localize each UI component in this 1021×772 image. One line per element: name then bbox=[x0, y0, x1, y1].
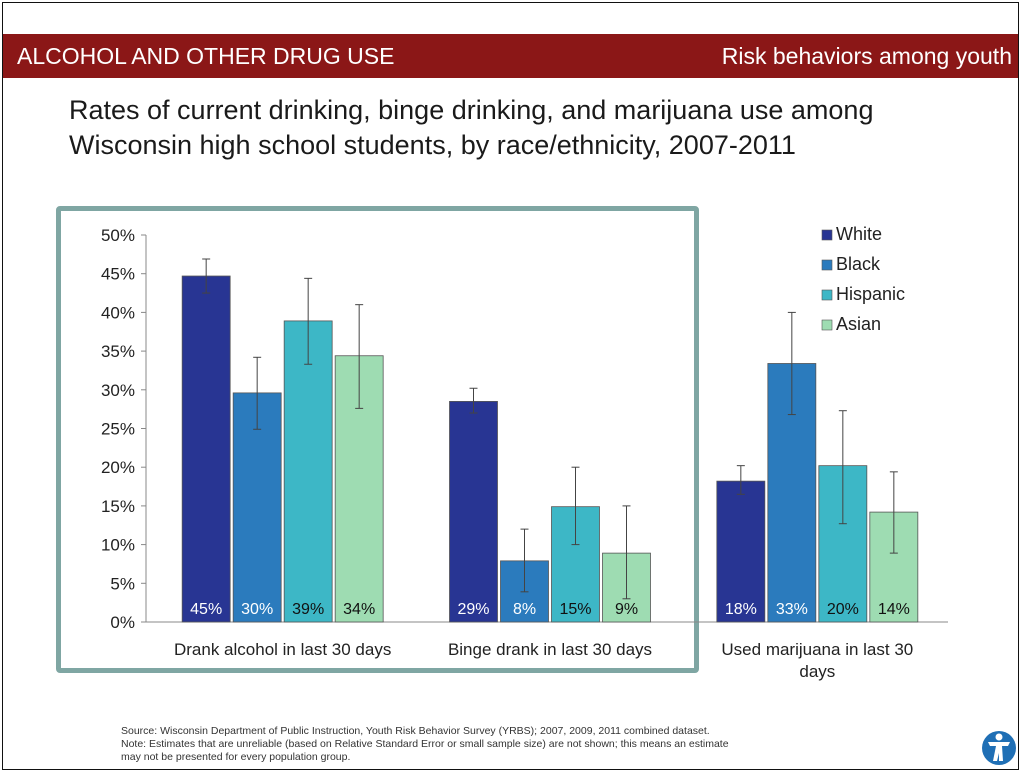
bar-hispanic bbox=[283, 320, 333, 623]
legend-label: Asian bbox=[836, 314, 881, 334]
y-tick-label: 25% bbox=[101, 420, 135, 439]
data-label: 30% bbox=[241, 601, 273, 618]
chart-title: Rates of current drinking, binge drinkin… bbox=[69, 93, 949, 163]
bar-white bbox=[181, 275, 231, 623]
legend-swatch bbox=[821, 259, 833, 271]
section-title: ALCOHOL AND OTHER DRUG USE bbox=[17, 43, 395, 69]
data-label: 18% bbox=[725, 601, 757, 618]
data-label: 20% bbox=[827, 601, 859, 618]
source-note: Source: Wisconsin Department of Public I… bbox=[121, 725, 961, 764]
legend-swatch bbox=[821, 289, 833, 301]
dhs-logo-icon bbox=[982, 731, 1016, 765]
bar-white bbox=[716, 480, 766, 623]
y-tick-label: 20% bbox=[101, 458, 135, 477]
data-label: 8% bbox=[513, 601, 536, 618]
data-label: 15% bbox=[559, 601, 591, 618]
y-tick-label: 50% bbox=[101, 226, 135, 245]
x-category-label: Binge drank in last 30 days bbox=[448, 640, 652, 659]
bar-white bbox=[449, 401, 498, 623]
data-label: 45% bbox=[190, 601, 222, 618]
y-tick-label: 40% bbox=[101, 303, 135, 322]
y-tick-label: 35% bbox=[101, 342, 135, 361]
x-category-label: Used marijuana in last 30 bbox=[721, 640, 913, 659]
legend-label: Hispanic bbox=[836, 284, 905, 304]
data-label: 39% bbox=[292, 601, 324, 618]
y-tick-label: 5% bbox=[110, 574, 135, 593]
chart-title-line: Wisconsin high school students, by race/… bbox=[69, 130, 796, 160]
data-label: 14% bbox=[878, 601, 910, 618]
header-bar: ALCOHOL AND OTHER DRUG USE Risk behavior… bbox=[3, 34, 1018, 78]
bar-black bbox=[232, 392, 282, 623]
x-category-label: Drank alcohol in last 30 days bbox=[174, 640, 391, 659]
legend-label: Black bbox=[836, 254, 881, 274]
y-tick-label: 30% bbox=[101, 381, 135, 400]
y-tick-label: 10% bbox=[101, 536, 135, 555]
source-note-line: may not be presented for every populatio… bbox=[121, 751, 351, 763]
section-subtitle: Risk behaviors among youth bbox=[721, 43, 1012, 69]
source-note-line: Note: Estimates that are unreliable (bas… bbox=[121, 738, 729, 750]
data-label: 9% bbox=[615, 601, 638, 618]
data-label: 34% bbox=[343, 601, 375, 618]
highlight-box bbox=[56, 206, 699, 673]
legend-label: White bbox=[836, 224, 882, 244]
y-tick-label: 0% bbox=[110, 613, 135, 632]
y-tick-label: 15% bbox=[101, 497, 135, 516]
chart-title-line: Rates of current drinking, binge drinkin… bbox=[69, 95, 874, 125]
legend-swatch bbox=[821, 229, 833, 241]
legend-swatch bbox=[821, 319, 833, 331]
source-note-line: Source: Wisconsin Department of Public I… bbox=[121, 725, 710, 737]
data-label: 29% bbox=[457, 601, 489, 618]
bar-chart: 0% 5% 10% 15% 20% 25% 30% 35% 40% 45% 50% 45% 30% 39%… bbox=[101, 224, 948, 681]
y-tick-label: 45% bbox=[101, 265, 135, 284]
x-category-label: days bbox=[799, 662, 835, 681]
data-label: 33% bbox=[776, 601, 808, 618]
